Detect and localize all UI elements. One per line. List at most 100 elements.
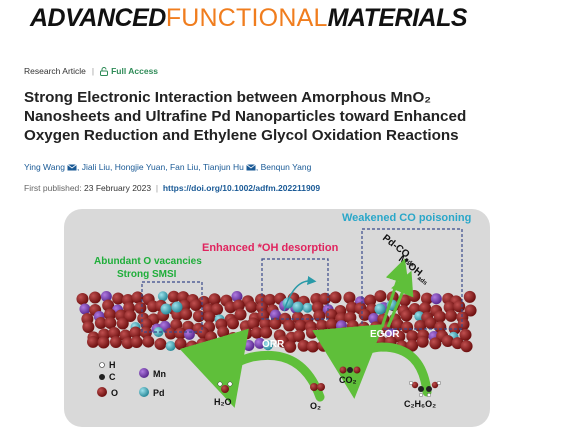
author-name: Tianjun Hu bbox=[203, 162, 244, 172]
h2o-molecule bbox=[217, 381, 233, 393]
author-name: Jiali Liu bbox=[81, 162, 111, 172]
pd-nanoparticle bbox=[374, 303, 386, 315]
slab-atom bbox=[294, 319, 307, 332]
slab-atom bbox=[306, 340, 319, 353]
h2o-label: H₂O bbox=[214, 397, 232, 407]
slab-atom bbox=[430, 293, 442, 305]
slab-atom bbox=[112, 292, 125, 305]
slab-atom bbox=[124, 309, 137, 322]
slab-atom bbox=[445, 309, 458, 322]
slab-atom bbox=[408, 290, 421, 303]
author-name: Hongjie Yuan bbox=[114, 162, 166, 172]
slab-atom bbox=[247, 317, 260, 330]
slab-atom bbox=[102, 299, 115, 312]
slab-atom bbox=[433, 310, 446, 323]
egor-curve-arrow bbox=[312, 324, 432, 399]
slab-atom bbox=[263, 293, 276, 306]
slab-atom bbox=[203, 310, 216, 323]
co2-molecule bbox=[339, 366, 361, 374]
slab-atom bbox=[306, 326, 319, 339]
o2-label: O₂ bbox=[310, 401, 321, 411]
slab-atom bbox=[406, 339, 419, 352]
slab-atom bbox=[196, 337, 209, 350]
slab-atom bbox=[345, 301, 358, 314]
slab-atom bbox=[283, 319, 296, 332]
slab-atom bbox=[134, 301, 147, 314]
legend-pd: Pd bbox=[153, 388, 165, 398]
o2-molecule bbox=[310, 383, 325, 391]
slab-atom bbox=[100, 290, 112, 302]
access-label: Full Access bbox=[111, 66, 159, 76]
slab-atom bbox=[463, 290, 476, 303]
email-icon[interactable] bbox=[246, 163, 256, 171]
article-title[interactable]: Strong Electronic Interaction between Am… bbox=[24, 88, 549, 145]
legend-c: C bbox=[109, 372, 116, 382]
journal-masthead: ADVANCEDFUNCTIONALMATERIALS bbox=[30, 4, 530, 38]
slab-atom bbox=[406, 330, 419, 343]
slab-atom bbox=[429, 337, 442, 350]
access-badge[interactable]: Full Access bbox=[100, 66, 158, 76]
slab-atom bbox=[325, 318, 338, 331]
author-link[interactable]: Fan Liu bbox=[170, 162, 198, 172]
slab-atom bbox=[293, 329, 306, 342]
slab-atom bbox=[343, 291, 356, 304]
legend-mn: Mn bbox=[153, 369, 166, 379]
slab-atom bbox=[457, 318, 470, 331]
author-link[interactable]: Ying Wang bbox=[24, 162, 77, 172]
author-link[interactable]: Tianjun Hu bbox=[203, 162, 256, 172]
atom-legend: H C O Mn Pd bbox=[97, 360, 166, 398]
slab-atom bbox=[269, 309, 281, 321]
slab-atom bbox=[129, 326, 142, 339]
doi-link[interactable]: https://doi.org/10.1002/adfm.202211909 bbox=[162, 183, 321, 193]
slab-atom bbox=[420, 292, 433, 305]
slab-atom bbox=[232, 299, 245, 312]
slab-atom bbox=[243, 340, 255, 352]
orr-curve-arrow bbox=[179, 328, 325, 408]
slab-atom bbox=[331, 340, 344, 353]
egor-label: EGOR bbox=[370, 329, 400, 340]
slab-atom bbox=[226, 317, 239, 330]
slab-atom bbox=[414, 319, 427, 332]
slab-atom bbox=[157, 291, 168, 302]
slab-atom bbox=[302, 302, 313, 313]
ethylene-glycol-molecule bbox=[409, 380, 442, 397]
ohdesorption-box bbox=[261, 258, 329, 320]
pd-nanoparticle bbox=[292, 301, 304, 313]
enhanced-oh-label: Enhanced *OH desorption bbox=[202, 242, 339, 254]
slab-atom bbox=[234, 308, 247, 321]
pd-nanoparticle bbox=[171, 301, 183, 313]
slab-atom bbox=[325, 308, 338, 321]
legend-o: O bbox=[111, 388, 118, 398]
slab-atom bbox=[368, 313, 380, 325]
author-link[interactable]: Hongjie Yuan bbox=[115, 162, 165, 172]
slab-atom bbox=[260, 326, 273, 339]
slab-atom bbox=[459, 328, 472, 341]
author-link[interactable]: Benqun Yang bbox=[261, 162, 312, 172]
slab-atom bbox=[87, 335, 100, 348]
slab-atom bbox=[338, 327, 351, 340]
slab-atom bbox=[180, 308, 193, 321]
slab-atom bbox=[434, 321, 447, 334]
slab-atom bbox=[207, 338, 220, 351]
slab-atom bbox=[374, 290, 387, 303]
slab-atom bbox=[82, 320, 95, 333]
slab-atom bbox=[317, 339, 330, 352]
slab-atom bbox=[297, 339, 310, 352]
smsi-label: Strong SMSI bbox=[117, 269, 177, 280]
co-box bbox=[361, 228, 463, 330]
author-link[interactable]: Jiali Liu bbox=[82, 162, 110, 172]
email-icon[interactable] bbox=[67, 163, 77, 171]
slab-atom bbox=[108, 327, 121, 340]
slab-atom bbox=[130, 336, 143, 349]
slab-atom bbox=[329, 291, 342, 304]
slab-atom bbox=[464, 304, 477, 317]
slab-atom bbox=[424, 317, 437, 330]
co2-label: CO₂ bbox=[339, 375, 357, 385]
slab-atom bbox=[131, 291, 144, 304]
slab-atom bbox=[185, 340, 198, 353]
slab-atom bbox=[393, 330, 406, 343]
slab-atom bbox=[89, 291, 102, 304]
slab-atom bbox=[183, 328, 195, 340]
title-line: Nanosheets and Ultrafine Pd Nanoparticle… bbox=[24, 108, 467, 125]
slab-atom bbox=[142, 335, 155, 348]
